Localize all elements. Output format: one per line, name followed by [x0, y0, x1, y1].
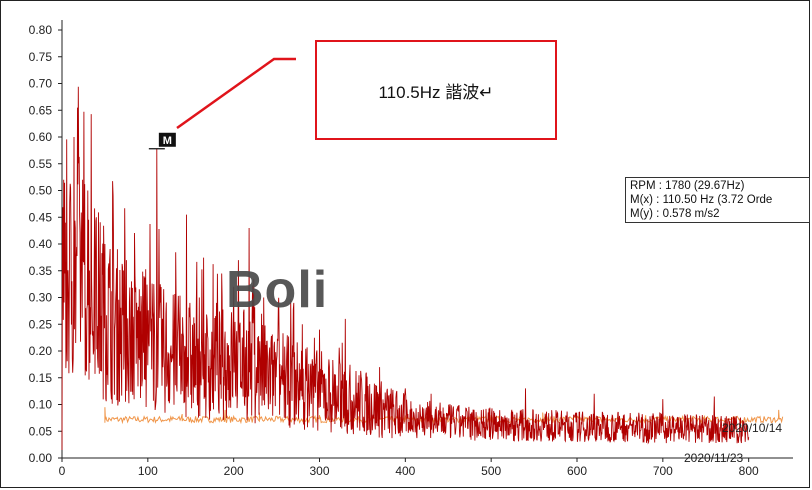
y-tick-label: 0.00 [29, 451, 53, 465]
y-axis-ticks: 0.00 0.05 0.10 0.15 0.20 0.25 0.30 0.35 0.40 0.45… [29, 23, 62, 465]
pointer-line [176, 57, 296, 130]
x-tick-label: 500 [481, 464, 501, 478]
x-axis-ticks: 0 100 200 300 400 500 600 700 800 [59, 458, 759, 478]
series-2020-11-23 [61, 86, 750, 451]
x-tick-label: 600 [567, 464, 587, 478]
readout-mx: M(x) : 110.50 Hz (3.72 Orde [630, 194, 773, 206]
y-tick-label: 0.50 [29, 184, 53, 198]
x-tick-label: 700 [653, 464, 673, 478]
y-tick-label: 0.10 [29, 398, 53, 412]
series-line-2020-11-23 [61, 86, 750, 451]
x-tick-label: 300 [309, 464, 329, 478]
series-label-2020-11-23: 2020/11/23 [684, 451, 743, 465]
y-tick-label: 0.80 [29, 23, 53, 37]
readout-rpm: RPM : 1780 (29.67Hz) [630, 180, 745, 192]
y-tick-label: 0.75 [29, 50, 53, 64]
marker-label: M [163, 135, 172, 147]
callout-pointer [176, 57, 296, 130]
cursor-readout-box: RPM : 1780 (29.67Hz) M(x) : 110.50 Hz (3… [625, 177, 810, 223]
y-tick-label: 0.05 [29, 424, 53, 438]
y-tick-label: 0.20 [29, 344, 53, 358]
annotation-callout: 110.5Hz 諧波↵ [315, 40, 557, 140]
y-tick-label: 0.55 [29, 157, 53, 171]
marker-badge [158, 132, 176, 147]
y-tick-label: 0.65 [29, 103, 53, 117]
y-tick-label: 0.40 [29, 237, 53, 251]
x-tick-label: 800 [739, 464, 759, 478]
y-tick-label: 0.70 [29, 77, 53, 91]
y-tick-label: 0.45 [29, 210, 53, 224]
series-date-labels: 2020/10/14 2020/11/23 [684, 421, 782, 465]
readout-my: M(y) : 0.578 m/s2 [630, 208, 720, 220]
annotation-text: 110.5Hz 諧波↵ [378, 82, 494, 102]
x-tick-label: 0 [59, 464, 66, 478]
marker-group[interactable]: M [148, 132, 176, 150]
x-tick-label: 100 [138, 464, 158, 478]
y-tick-label: 0.30 [29, 291, 53, 305]
watermark-text: Boli [226, 261, 329, 319]
y-tick-label: 0.15 [29, 371, 53, 385]
y-tick-label: 0.35 [29, 264, 53, 278]
x-tick-label: 400 [395, 464, 415, 478]
x-tick-label: 200 [224, 464, 244, 478]
y-tick-label: 0.60 [29, 130, 53, 144]
series-label-2020-10-14: 2020/10/14 [722, 421, 782, 435]
y-tick-label: 0.25 [29, 317, 53, 331]
